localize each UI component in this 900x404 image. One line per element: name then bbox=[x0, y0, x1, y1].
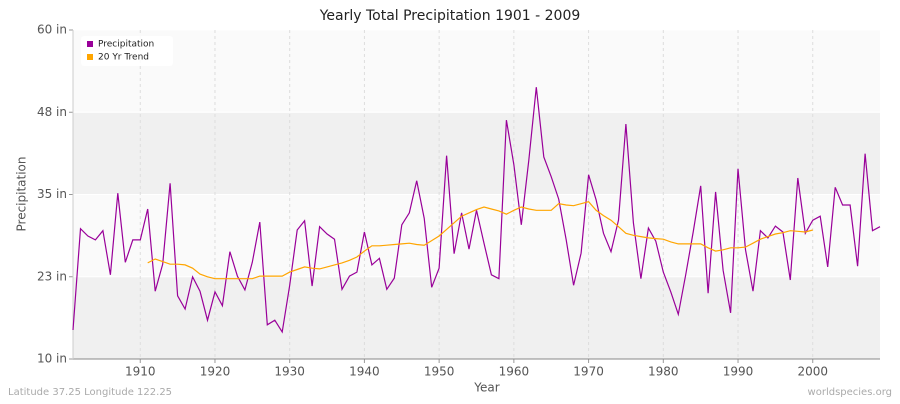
y-tick-label: 60 in bbox=[37, 23, 67, 37]
grid-band bbox=[73, 30, 880, 113]
x-tick-label: 1930 bbox=[274, 365, 305, 379]
series-line bbox=[147, 201, 813, 280]
y-tick-label: 10 in bbox=[37, 352, 67, 366]
grid-band bbox=[73, 194, 880, 277]
y-axis-label: Precipitation bbox=[15, 156, 29, 231]
legend-label: 20 Yr Trend bbox=[98, 53, 149, 63]
x-tick-label: 1910 bbox=[125, 365, 156, 379]
legend-marker bbox=[87, 54, 93, 60]
footer-right: worldspecies.org bbox=[808, 387, 892, 398]
x-tick-label: 1920 bbox=[200, 365, 231, 379]
legend-marker bbox=[87, 41, 93, 47]
x-tick-label: 1990 bbox=[723, 365, 754, 379]
legend-label: Precipitation bbox=[98, 40, 154, 50]
grid-band bbox=[73, 276, 880, 359]
x-tick-label: 1980 bbox=[648, 365, 679, 379]
y-tick-label: 23 in bbox=[37, 269, 67, 283]
y-tick-label: 35 in bbox=[37, 187, 67, 201]
legend-box bbox=[81, 36, 173, 66]
x-axis-label: Year bbox=[473, 381, 499, 395]
x-tick-label: 2000 bbox=[797, 365, 828, 379]
x-tick-label: 1940 bbox=[349, 365, 380, 379]
x-tick-label: 1960 bbox=[499, 365, 530, 379]
footer-left: Latitude 37.25 Longitude 122.25 bbox=[8, 387, 172, 398]
grid-band bbox=[73, 112, 880, 195]
series-line bbox=[72, 87, 881, 334]
x-tick-label: 1950 bbox=[424, 365, 455, 379]
x-tick-label: 1970 bbox=[573, 365, 604, 379]
chart-title: Yearly Total Precipitation 1901 - 2009 bbox=[319, 8, 581, 24]
y-tick-label: 48 in bbox=[37, 105, 67, 119]
